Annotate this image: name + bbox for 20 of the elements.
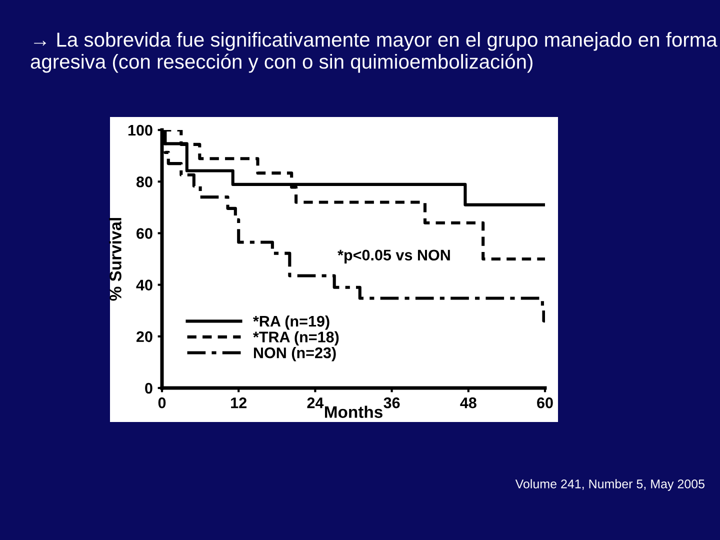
legend-label: *TRA (n=18) [253,331,339,346]
y-tick-label: 60 [136,228,152,239]
x-tick-label: 48 [460,397,476,408]
x-tick-label: 60 [537,397,553,408]
y-tick-label: 40 [136,280,152,290]
x-axis-title: Months [324,406,382,418]
legend-label: *RA (n=19) [253,315,330,330]
y-tick-label: 100 [128,124,152,136]
y-tick-label: 80 [136,176,152,188]
x-tick-label: 12 [231,397,246,408]
text: Volume 241, Number 5, May 2005 [515,479,704,491]
annotation: *p<0.05 vs NON [338,250,450,264]
y-tick-label: 0 [145,382,152,394]
y-tick-label: 20 [136,331,152,342]
y-axis-title: % Survival [109,218,122,301]
x-tick-label: 36 [384,397,400,408]
x-tick-label: 24 [307,397,324,408]
legend-label: NON (n=23) [254,347,336,362]
chart-title: → La sobrevida fue significativamente mayor en el grupo manejado en forma agresiva (con resección y con o sin quimioembolización) [30,32,718,73]
x-tick-label: 0 [158,397,166,408]
